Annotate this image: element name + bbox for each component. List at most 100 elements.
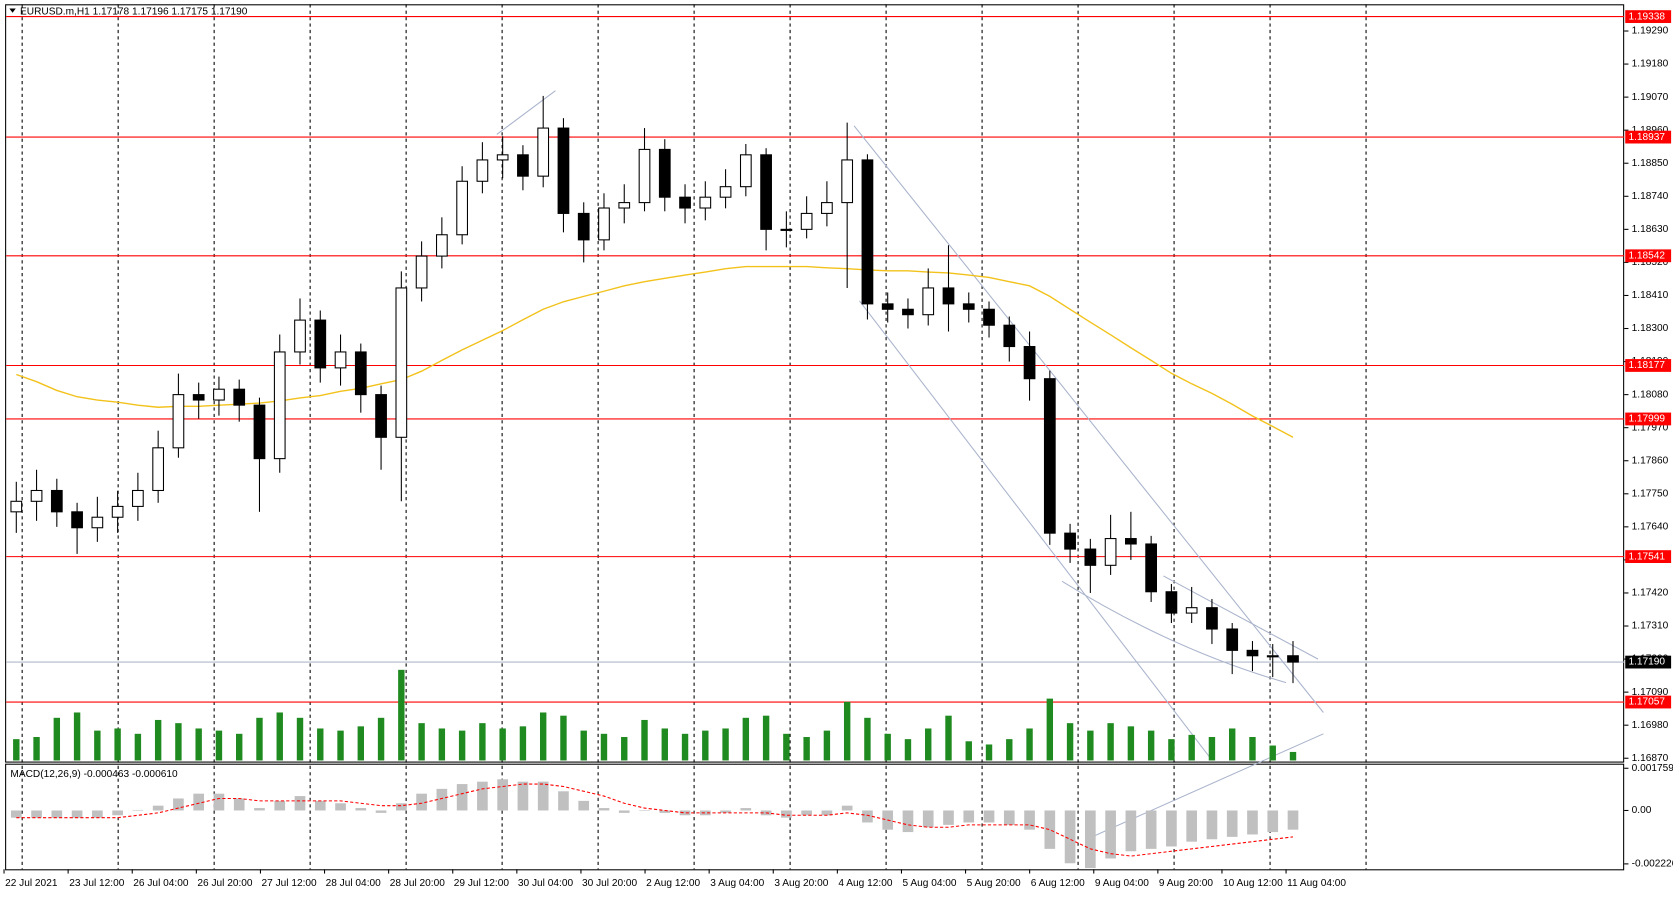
macd-bar xyxy=(213,793,225,811)
macd-bar xyxy=(132,810,144,812)
candle-body xyxy=(739,154,752,188)
volume-bar xyxy=(843,701,851,761)
macd-bar xyxy=(497,779,508,811)
candle-body xyxy=(1084,548,1097,566)
macd-bar xyxy=(699,810,711,816)
price-tag xyxy=(1625,655,1672,669)
x-tick-label: 23 Jul 12:00 xyxy=(69,878,125,889)
macd-bar xyxy=(659,810,671,813)
trend-line xyxy=(853,125,1324,713)
macd-bar xyxy=(801,810,812,816)
level-tag xyxy=(1625,249,1672,263)
macd-signal xyxy=(16,783,1294,857)
x-tick-label: 27 Jul 12:00 xyxy=(262,878,318,889)
macd-bar xyxy=(456,784,468,811)
level-tag xyxy=(1625,10,1672,23)
x-tick-label: 5 Aug 04:00 xyxy=(903,878,957,889)
trend-line xyxy=(1061,580,1287,684)
macd-bar xyxy=(233,798,245,811)
candle-body xyxy=(294,319,306,353)
candle-body xyxy=(719,186,732,198)
candle-body xyxy=(111,505,124,518)
level-tag-label: 1.18542 xyxy=(1628,250,1665,261)
y-tick-label: 1.17750 xyxy=(1632,488,1669,499)
macd-bar xyxy=(395,803,407,811)
macd-bar xyxy=(1287,810,1299,830)
volume-bar xyxy=(1188,734,1195,761)
volume-bar xyxy=(13,739,20,761)
volume-bar xyxy=(236,733,243,761)
x-tick-label: 9 Aug 04:00 xyxy=(1095,878,1149,889)
candle-body xyxy=(1064,532,1076,550)
volume-bar xyxy=(945,715,952,761)
y-tick-label: 1.17970 xyxy=(1632,422,1669,433)
x-tick-label: 3 Aug 20:00 xyxy=(774,878,828,889)
y-tick-label: 1.16870 xyxy=(1632,753,1669,764)
macd-bar xyxy=(1105,810,1116,859)
macd-bar xyxy=(781,810,792,818)
candle-body xyxy=(71,511,83,529)
y-tick-label: 1.18300 xyxy=(1632,323,1669,334)
level-tag-label: 1.17541 xyxy=(1628,551,1665,562)
volume-bar xyxy=(317,728,324,761)
x-tick-label: 26 Jul 20:00 xyxy=(197,878,253,889)
candle-body xyxy=(50,489,63,513)
y-tick-label: 1.19180 xyxy=(1632,59,1669,70)
candle-body xyxy=(942,287,955,305)
volume-bar xyxy=(479,723,486,761)
macd-bar xyxy=(720,810,731,813)
macd-bar xyxy=(152,805,164,811)
x-tick-label: 29 Jul 12:00 xyxy=(454,878,510,889)
level-tag xyxy=(1625,550,1672,563)
volume-bar xyxy=(803,737,810,761)
macd-header: MACD(12,26,9) -0.000463 -0.000610 xyxy=(10,769,178,780)
volume-bar xyxy=(884,733,891,761)
level-tag xyxy=(1625,130,1672,144)
volume-bar xyxy=(742,717,750,761)
candle-body xyxy=(1185,607,1198,614)
macd-bar xyxy=(1206,810,1218,840)
volume-bar xyxy=(296,717,304,761)
volume-bar xyxy=(539,712,547,761)
macd-bar xyxy=(578,800,590,811)
y-tick-label: 1.17310 xyxy=(1632,621,1669,632)
candle-body xyxy=(152,447,165,492)
volume-bar xyxy=(722,728,729,761)
volume-bar xyxy=(398,669,405,761)
macd-bar xyxy=(639,810,650,812)
x-tick-label: 3 Aug 04:00 xyxy=(710,878,764,889)
volume-bar xyxy=(114,728,121,761)
macd-bar xyxy=(274,800,286,811)
candle-body xyxy=(983,308,995,326)
candle-body xyxy=(10,500,23,513)
y-tick-label: 1.18410 xyxy=(1632,290,1669,301)
macd-bar xyxy=(902,810,914,833)
candle-body xyxy=(658,148,671,198)
main-panel xyxy=(5,4,1625,763)
macd-bar xyxy=(922,810,934,828)
macd-bar xyxy=(173,798,184,811)
candle-body xyxy=(1226,628,1239,651)
macd-bar xyxy=(862,810,873,823)
macd-bar xyxy=(841,805,853,811)
candle-body xyxy=(354,351,367,396)
x-tick-label: 28 Jul 20:00 xyxy=(390,878,446,889)
volume-bar xyxy=(215,730,223,761)
macd-bar xyxy=(537,781,549,811)
moving-average xyxy=(16,265,1294,438)
x-tick-label: 30 Jul 20:00 xyxy=(582,878,638,889)
volume-bar xyxy=(1107,723,1114,761)
volume-bar xyxy=(73,712,81,761)
x-tick-label: 5 Aug 20:00 xyxy=(967,878,1021,889)
macd-bar xyxy=(314,800,326,811)
macd-panel xyxy=(5,763,1625,871)
macd-bar xyxy=(517,781,529,811)
candle-body xyxy=(1043,378,1056,534)
menu-arrow[interactable] xyxy=(9,8,16,13)
macd-bar xyxy=(254,808,265,811)
y-tick-label: 1.18960 xyxy=(1632,125,1669,136)
volume-bar xyxy=(1147,730,1155,761)
candle-body xyxy=(172,394,185,449)
candle-body xyxy=(861,159,874,305)
candle-body xyxy=(780,228,793,231)
